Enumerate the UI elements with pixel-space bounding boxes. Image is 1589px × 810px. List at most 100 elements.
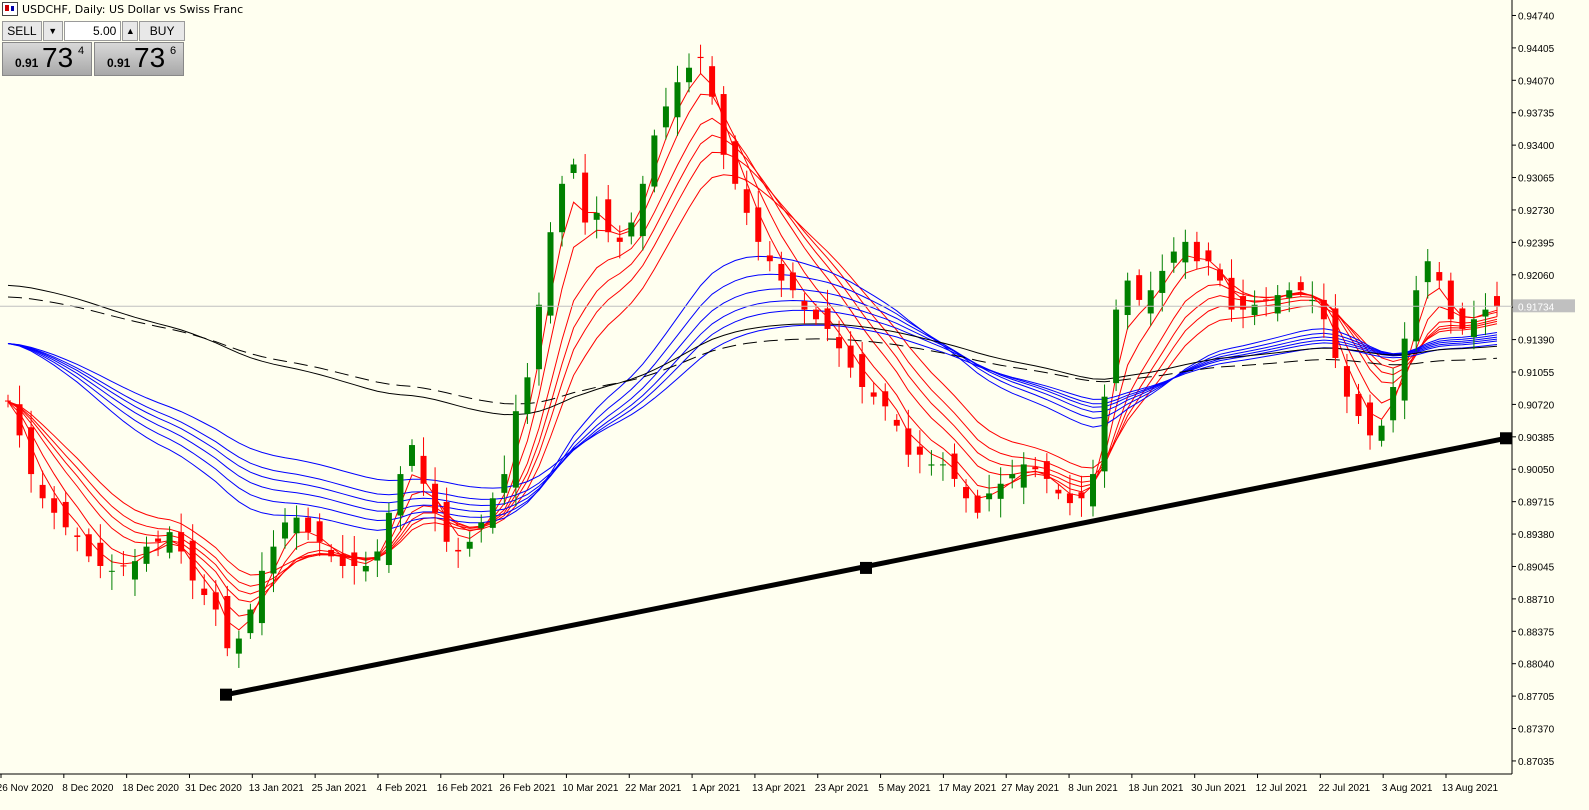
fast-ema-line xyxy=(7,134,1498,595)
candle-body xyxy=(605,199,612,233)
candle-body xyxy=(131,561,138,580)
candle-body xyxy=(524,377,531,414)
candle-body xyxy=(639,183,646,237)
candle-body xyxy=(362,565,369,572)
slow-ema-line xyxy=(7,288,1498,513)
candle-body xyxy=(270,546,277,574)
candle-body xyxy=(1216,269,1223,281)
candle-body xyxy=(1136,275,1143,300)
candle-body xyxy=(974,495,981,513)
candle-body xyxy=(1032,467,1039,470)
candle-body xyxy=(1424,261,1431,283)
y-tick-label: 0.92060 xyxy=(1518,271,1555,282)
candle-body xyxy=(1320,299,1327,320)
y-tick-label: 0.88040 xyxy=(1518,660,1555,671)
x-tick-label: 3 Aug 2021 xyxy=(1382,783,1433,794)
x-tick-label: 31 Dec 2020 xyxy=(185,783,242,794)
bid-price-box[interactable]: 0.91 73 4 xyxy=(2,42,92,76)
candle-body xyxy=(732,141,739,184)
candle-body xyxy=(1494,296,1500,307)
x-tick-label: 8 Dec 2020 xyxy=(62,783,114,794)
x-tick-label: 22 Mar 2021 xyxy=(625,783,682,794)
buy-button[interactable]: BUY xyxy=(139,21,185,41)
candle-body xyxy=(1482,309,1489,317)
candle-body xyxy=(1182,241,1189,263)
candle-body xyxy=(201,588,208,596)
candle-body xyxy=(120,565,127,567)
candle-body xyxy=(997,483,1004,499)
candle-body xyxy=(674,82,681,118)
candle-body xyxy=(1447,280,1454,320)
candle-body xyxy=(247,609,254,634)
candle-body xyxy=(847,345,854,368)
candle-body xyxy=(662,106,669,128)
y-tick-label: 0.90050 xyxy=(1518,465,1555,476)
x-tick-label: 18 Dec 2020 xyxy=(122,783,179,794)
candle-body xyxy=(939,464,946,466)
x-tick-label: 13 Apr 2021 xyxy=(752,783,806,794)
candle-body xyxy=(1263,299,1270,301)
slow-ema-line xyxy=(7,255,1498,531)
x-tick-label: 23 Apr 2021 xyxy=(815,783,869,794)
trendline-anchor-handle[interactable] xyxy=(220,688,232,701)
long-ema-line xyxy=(7,284,1498,416)
candle-body xyxy=(305,517,312,533)
candle-body xyxy=(1401,338,1408,401)
candle-body xyxy=(1378,425,1385,441)
candle-body xyxy=(547,232,554,316)
ask-price-box[interactable]: 0.91 73 6 xyxy=(94,42,184,76)
candle-body xyxy=(1078,492,1085,499)
candle-body xyxy=(339,553,346,566)
candle-body xyxy=(1205,250,1212,262)
x-tick-label: 13 Aug 2021 xyxy=(1442,783,1499,794)
candle-body xyxy=(155,538,162,542)
candle-body xyxy=(986,493,993,500)
chart-header: USDCHF, Daily: US Dollar vs Swiss Franc xyxy=(2,2,243,16)
candle-body xyxy=(1020,464,1027,488)
lot-size-field[interactable]: 5.00 xyxy=(63,21,122,41)
bid-price-prefix: 0.91 xyxy=(15,56,39,70)
current-price-label: 0.91734 xyxy=(1518,302,1555,313)
candle-body xyxy=(928,464,935,466)
candle-body xyxy=(824,308,831,329)
candle-body xyxy=(51,498,58,513)
candle-body xyxy=(1309,299,1316,302)
candle-body xyxy=(1090,474,1097,507)
x-tick-label: 13 Jan 2021 xyxy=(249,783,304,794)
candle-body xyxy=(443,501,450,542)
fast-ema-line xyxy=(7,117,1498,603)
candle-body xyxy=(916,446,923,455)
lot-increase-button[interactable]: ▲ xyxy=(122,21,139,41)
x-tick-label: 16 Feb 2021 xyxy=(437,783,494,794)
candle-body xyxy=(905,428,912,455)
trendline-anchor-handle[interactable] xyxy=(860,561,872,574)
candle-body xyxy=(616,237,623,242)
price-axis: 0.94740 0.94405 0.94070 0.93735 0.93400 0.930… xyxy=(0,11,1575,768)
lot-decrease-button[interactable]: ▼ xyxy=(42,21,63,41)
candle-body xyxy=(766,255,773,262)
candle-body xyxy=(743,189,750,213)
x-tick-label: 4 Feb 2021 xyxy=(377,783,428,794)
y-tick-label: 0.91390 xyxy=(1518,336,1555,347)
time-axis: 26 Nov 2020 8 Dec 2020 18 Dec 2020 31 Dec 2… xyxy=(0,774,1499,794)
candle-body xyxy=(1159,270,1166,293)
candle-body xyxy=(16,404,23,436)
candle-body xyxy=(1170,251,1177,263)
candle-body xyxy=(1228,277,1235,310)
y-tick-label: 0.87705 xyxy=(1518,692,1555,703)
candle-body xyxy=(559,183,566,233)
y-tick-label: 0.88375 xyxy=(1518,627,1555,638)
candle-body xyxy=(74,535,81,537)
candle-body xyxy=(85,534,92,557)
long-ema-dashed-line xyxy=(7,296,1498,405)
x-tick-label: 1 Apr 2021 xyxy=(692,783,741,794)
candle-body xyxy=(293,517,300,534)
sell-button[interactable]: SELL xyxy=(2,21,42,41)
x-tick-label: 25 Jan 2021 xyxy=(312,783,367,794)
slow-ema-line xyxy=(7,324,1498,489)
candle-body xyxy=(351,552,358,566)
candle-body xyxy=(374,551,381,561)
trendline-anchor-handle[interactable] xyxy=(1500,432,1512,445)
candle-body xyxy=(1459,308,1466,329)
